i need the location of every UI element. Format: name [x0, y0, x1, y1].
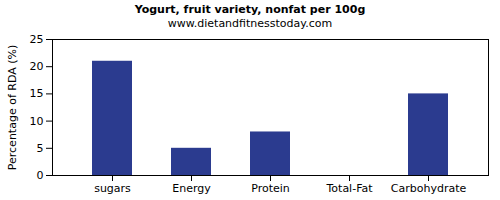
- svg-text:Carbohydrate: Carbohydrate: [391, 182, 467, 195]
- svg-text:20: 20: [30, 60, 44, 73]
- svg-text:5: 5: [37, 142, 44, 155]
- svg-text:10: 10: [30, 115, 44, 128]
- svg-text:sugars: sugars: [94, 182, 131, 195]
- svg-text:Total-Fat: Total-Fat: [325, 182, 373, 195]
- svg-text:15: 15: [30, 87, 44, 100]
- svg-text:Protein: Protein: [251, 182, 290, 195]
- svg-text:Energy: Energy: [172, 182, 211, 195]
- html-text:Yogurt, fruit variety, nonfat: Yogurt, fruit variety, nonfat per 100g: [134, 3, 366, 16]
- html-text:www.dietandfitnesstoday.com: www.dietandfitnesstoday.com: [167, 17, 333, 30]
- svg-text:Percentage of RDA (%): Percentage of RDA (%): [6, 45, 19, 170]
- svg-text:0: 0: [37, 169, 44, 182]
- svg-text:25: 25: [30, 33, 44, 46]
